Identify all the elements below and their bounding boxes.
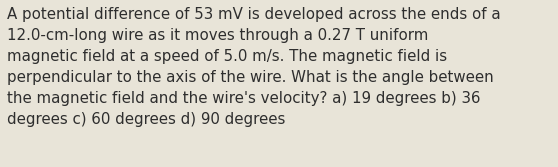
Text: A potential difference of 53 mV is developed across the ends of a
12.0-cm-long w: A potential difference of 53 mV is devel… xyxy=(7,7,501,127)
